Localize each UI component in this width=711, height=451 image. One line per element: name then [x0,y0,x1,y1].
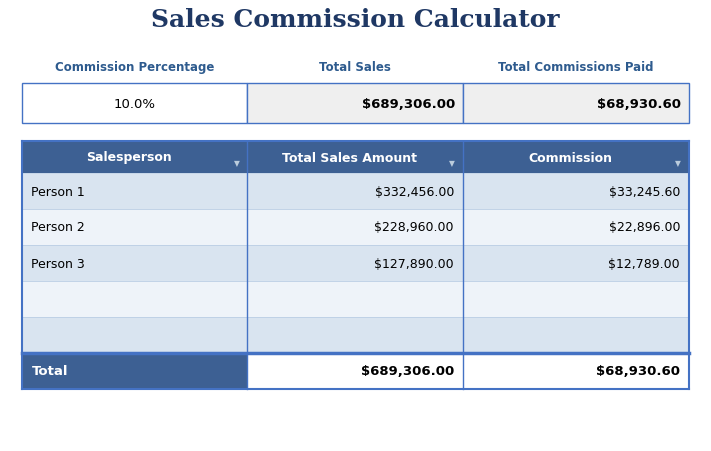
Bar [22,318,247,353]
Text: $228,960.00: $228,960.00 [375,221,454,234]
Text: Total Commissions Paid: Total Commissions Paid [498,61,653,74]
Text: Commission Percentage: Commission Percentage [55,61,215,74]
Bar [247,281,463,318]
Bar [463,210,689,245]
Text: $33,245.60: $33,245.60 [609,185,680,198]
Bar [463,353,689,389]
Text: Person 1: Person 1 [31,185,85,198]
Bar [22,142,247,174]
Text: $22,896.00: $22,896.00 [609,221,680,234]
Bar [463,281,689,318]
Text: Sales Commission Calculator: Sales Commission Calculator [151,8,560,32]
Text: $689,306.00: $689,306.00 [362,97,455,110]
Bar [463,318,689,353]
Text: Total: Total [32,365,68,377]
Text: $332,456.00: $332,456.00 [375,185,454,198]
Bar [22,353,247,389]
Bar [463,142,689,174]
Text: Total Sales Amount: Total Sales Amount [282,151,417,164]
Text: $12,789.00: $12,789.00 [609,257,680,270]
Bar [22,84,247,124]
Text: Person 2: Person 2 [31,221,85,234]
Text: ▼: ▼ [234,159,240,168]
Bar [463,174,689,210]
Text: ▼: ▼ [675,159,681,168]
Bar [22,281,247,318]
Bar [247,318,463,353]
Text: Commission: Commission [528,151,612,164]
Text: Person 3: Person 3 [31,257,85,270]
Text: 10.0%: 10.0% [114,97,156,110]
Bar [247,245,463,281]
Text: ▼: ▼ [449,159,455,168]
Text: $689,306.00: $689,306.00 [360,365,454,377]
Text: $127,890.00: $127,890.00 [374,257,454,270]
Bar [463,84,689,124]
Text: $68,930.60: $68,930.60 [596,365,680,377]
Bar [463,245,689,281]
Text: Salesperson: Salesperson [86,151,171,164]
Text: Total Sales: Total Sales [319,61,391,74]
Bar [247,84,463,124]
Bar [247,353,463,389]
Bar [22,210,247,245]
Bar [22,174,247,210]
Text: $68,930.60: $68,930.60 [597,97,681,110]
Bar [247,142,463,174]
Bar [247,210,463,245]
Bar [22,245,247,281]
Bar [247,174,463,210]
